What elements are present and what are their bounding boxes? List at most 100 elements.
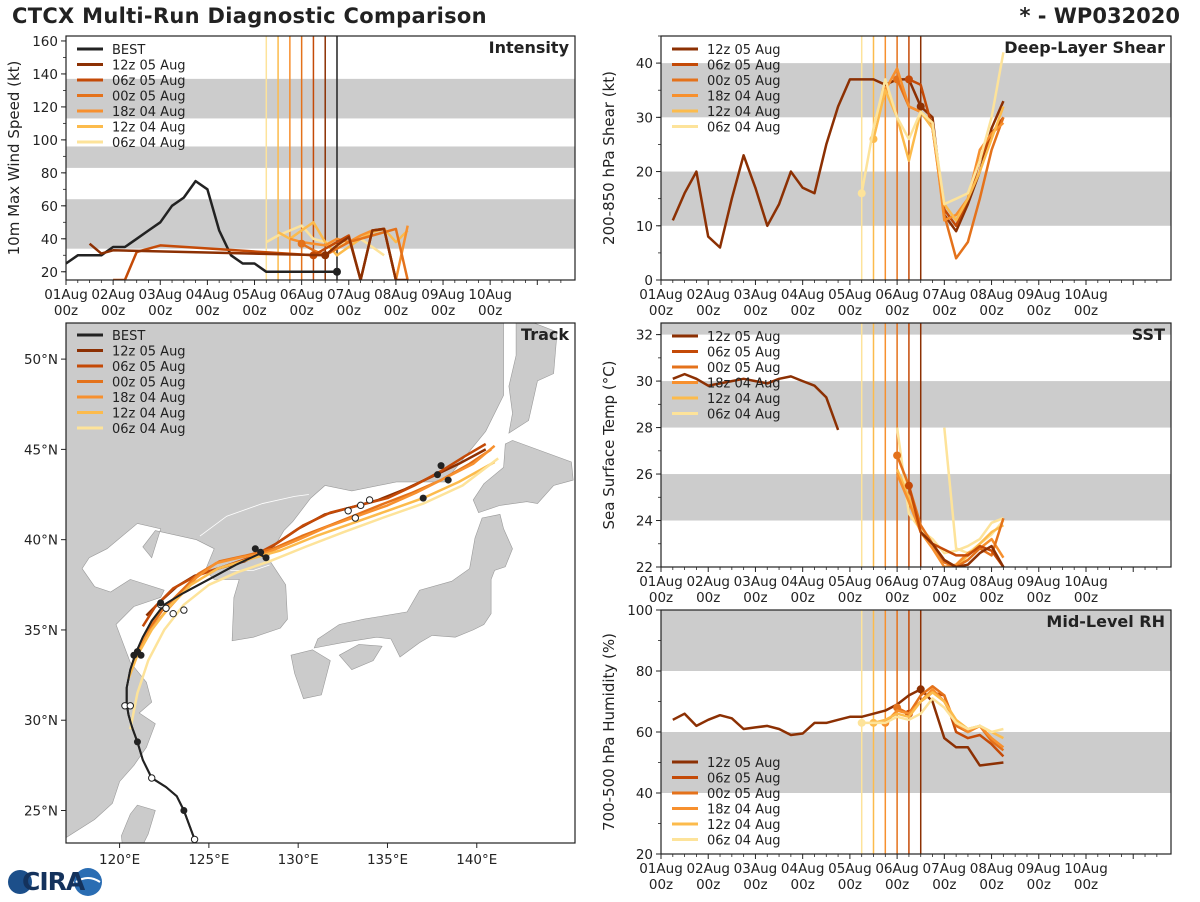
x-tick-label-hour: 00z xyxy=(384,303,408,319)
x-tick-label-day: 04Aug xyxy=(781,574,825,590)
shaded-band xyxy=(66,78,575,119)
track-point-filled xyxy=(262,554,270,562)
border-line xyxy=(199,494,309,537)
legend-label: 06z 04 Aug xyxy=(707,121,781,136)
polygon xyxy=(472,440,574,513)
x-tick-label-day: 03Aug xyxy=(734,574,778,590)
legend-label: 00z 05 Aug xyxy=(112,376,186,391)
x-tick-label-day: 05Aug xyxy=(233,287,277,303)
x-tick-label-hour: 00z xyxy=(932,590,956,606)
x-tick-label-day: 05Aug xyxy=(828,861,872,877)
series-group xyxy=(671,52,1005,260)
y-tick-label: 120 xyxy=(32,100,58,116)
track-point-open xyxy=(356,501,365,510)
legend-label: 18z 04 Aug xyxy=(707,803,781,818)
x-tick-label-hour: 00z xyxy=(54,303,78,319)
track-point-open xyxy=(365,496,374,504)
x-tick-label-hour: 00z xyxy=(838,877,862,893)
shear-panel: 01020304001Aug00z02Aug00z03Aug00z04Aug00… xyxy=(600,35,1172,319)
shaded-band xyxy=(66,146,575,168)
x-tick-label-day: 08Aug xyxy=(374,287,418,303)
legend-label: 06z 04 Aug xyxy=(112,422,186,437)
y-tick-label: 22 xyxy=(636,560,653,576)
storm-id: * - WP032020 xyxy=(1019,4,1180,28)
legend-label: 12z 05 Aug xyxy=(707,43,781,58)
init-marker xyxy=(904,481,913,490)
land-group xyxy=(66,323,574,843)
series-line-best xyxy=(66,179,337,274)
shaded-band xyxy=(661,381,1171,428)
x-tick-label-day: 05Aug xyxy=(828,287,872,303)
track-point-filled xyxy=(437,462,445,470)
init-marker xyxy=(857,718,866,727)
x-tick-label-hour: 00z xyxy=(743,303,767,319)
x-tick-label-hour: 00z xyxy=(337,303,361,319)
x-tick-label-day: 08Aug xyxy=(970,861,1014,877)
y-tick-label: 160 xyxy=(32,34,58,50)
x-tick-label-hour: 00z xyxy=(1027,877,1051,893)
panel-title: Intensity xyxy=(489,38,570,57)
legend-label: 12z 04 Aug xyxy=(707,105,781,120)
y-axis-label: Sea Surface Temp (°C) xyxy=(600,360,618,529)
lon-label: 130°E xyxy=(278,852,319,868)
track-point-open xyxy=(169,609,177,618)
x-tick-label-hour: 00z xyxy=(478,303,502,319)
cira-logo: CIRA xyxy=(4,866,108,898)
x-tick-label-day: 02Aug xyxy=(686,574,730,590)
x-tick-label-day: 10Aug xyxy=(468,287,512,303)
x-tick-label-hour: 00z xyxy=(932,877,956,893)
legend-label: 06z 05 Aug xyxy=(707,59,781,74)
legend-label: 12z 04 Aug xyxy=(112,407,186,422)
y-tick-label: 60 xyxy=(41,199,58,215)
cira-logo-mark xyxy=(8,868,102,896)
legend-label: 18z 04 Aug xyxy=(707,90,781,105)
x-tick-label-day: 07Aug xyxy=(923,574,967,590)
x-tick-label-day: 02Aug xyxy=(686,287,730,303)
legend-label: 18z 04 Aug xyxy=(112,391,186,406)
y-tick-label: 20 xyxy=(636,847,653,863)
legend-label: 12z 05 Aug xyxy=(112,59,186,74)
x-tick-label-day: 02Aug xyxy=(91,287,135,303)
series-line-12z-05-aug xyxy=(88,227,408,280)
legend-label: 12z 05 Aug xyxy=(707,330,781,345)
track-point-filled xyxy=(444,476,452,484)
lat-label: 40°N xyxy=(24,533,58,549)
track-06z-04-aug xyxy=(129,457,499,730)
legend-label: 12z 05 Aug xyxy=(112,345,186,360)
y-tick-label: 28 xyxy=(636,421,653,437)
polygon xyxy=(66,323,504,838)
legend-label: 12z 04 Aug xyxy=(707,392,781,407)
legend-label: 00z 05 Aug xyxy=(707,74,781,89)
x-tick-label-hour: 00z xyxy=(1074,877,1098,893)
track-point-filled xyxy=(257,548,265,556)
x-tick-label-day: 05Aug xyxy=(828,574,872,590)
x-tick-label-hour: 00z xyxy=(1027,303,1051,319)
shaded-band xyxy=(661,63,1171,118)
x-tick-label-hour: 00z xyxy=(290,303,314,319)
x-tick-label-hour: 00z xyxy=(431,303,455,319)
x-tick-label-hour: 00z xyxy=(148,303,172,319)
x-tick-label-day: 06Aug xyxy=(875,861,919,877)
legend-label: 00z 05 Aug xyxy=(707,787,781,802)
shaded-band xyxy=(661,323,1171,335)
series-line-12z-05-aug xyxy=(672,688,1004,767)
y-tick-label: 10 xyxy=(636,219,653,235)
x-tick-label-hour: 00z xyxy=(791,303,815,319)
panel-title: Track xyxy=(521,325,569,344)
x-tick-label-day: 09Aug xyxy=(1017,861,1061,877)
y-tick-label: 100 xyxy=(32,133,58,149)
track-best-top xyxy=(125,552,267,840)
legend-label: 06z 04 Aug xyxy=(112,136,186,151)
x-tick-label-day: 09Aug xyxy=(1017,574,1061,590)
track-point-filled xyxy=(419,494,427,502)
x-tick-label-hour: 00z xyxy=(696,590,720,606)
y-axis-label: 200-850 hPa Shear (kt) xyxy=(600,71,618,245)
track-point-open xyxy=(148,774,156,782)
series-line-12z-05-aug xyxy=(672,372,840,431)
x-tick-label-hour: 00z xyxy=(791,877,815,893)
y-tick-label: 40 xyxy=(636,786,653,802)
init-marker xyxy=(893,703,902,712)
y-tick-label: 60 xyxy=(636,725,653,741)
x-tick-label-hour: 00z xyxy=(242,303,266,319)
y-axis-label: 700-500 hPa Humidity (%) xyxy=(600,633,618,831)
